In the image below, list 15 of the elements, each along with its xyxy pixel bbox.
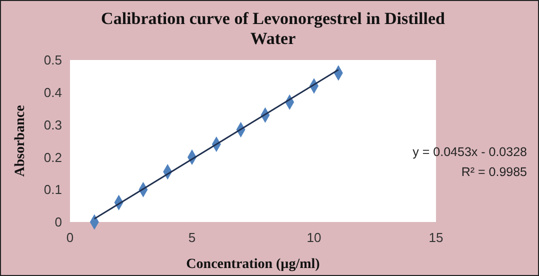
annotation: y = 0.0453x - 0.0328 <box>412 145 528 159</box>
text: R² = 0.9985 <box>461 165 528 179</box>
x-tick-label: 5 <box>188 230 196 245</box>
x-axis-title: Concentration (µg/ml) <box>186 257 320 272</box>
y-tick-label: 0.2 <box>44 150 62 165</box>
y-tick-label: 0.4 <box>44 84 62 100</box>
y-axis-title: Absorbance <box>13 105 28 177</box>
x-tick-label: 0 <box>66 230 74 245</box>
x-tick-label: 10 <box>306 230 322 245</box>
y-tick-label: 0.3 <box>44 117 62 132</box>
y-tick-label: 0.1 <box>44 182 62 198</box>
y-tick-label: 0 <box>54 214 62 230</box>
x-tick-label: 15 <box>428 230 444 245</box>
y-tick-label: 0.5 <box>44 52 62 68</box>
chart-title: Calibration curve of Levonorgestrel in Distilled Water <box>101 9 446 48</box>
